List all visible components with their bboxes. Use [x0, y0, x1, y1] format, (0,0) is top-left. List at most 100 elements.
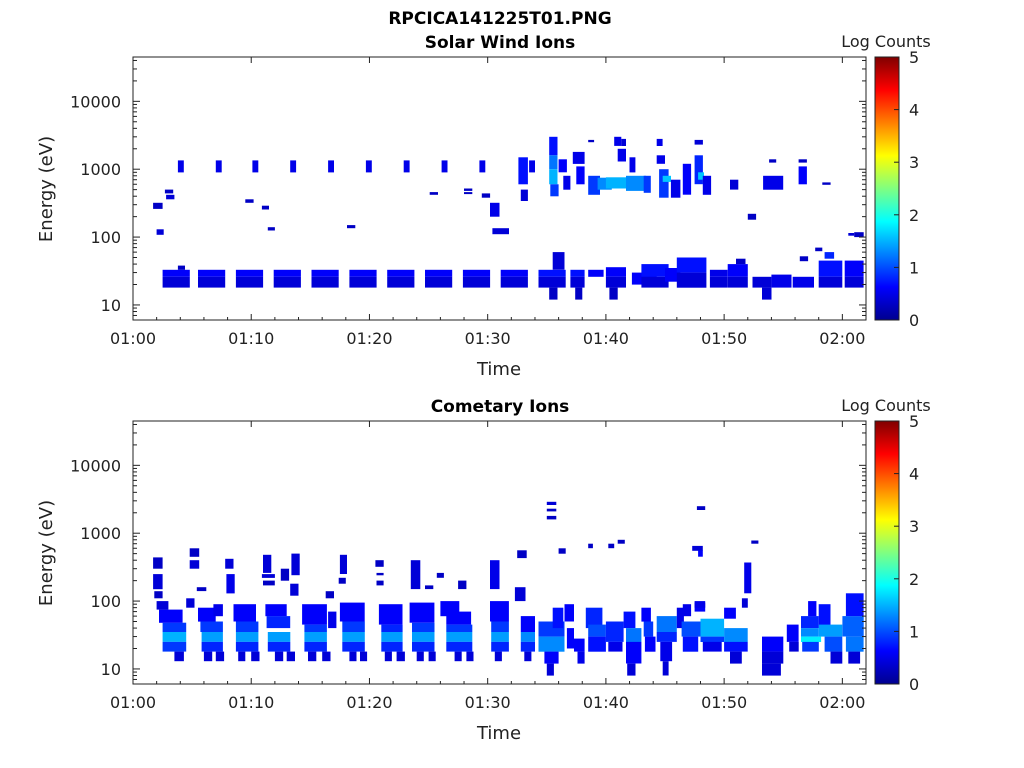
- heatmap-cell: [263, 554, 272, 573]
- heatmap-cell: [546, 515, 557, 520]
- colorbar-ticks: 0 1 2 3 4 5: [894, 412, 919, 694]
- heatmap-cell: [744, 562, 752, 594]
- heatmap-cell: [656, 632, 677, 642]
- heatmap-cell: [490, 202, 500, 217]
- heatmap-cell: [164, 189, 174, 194]
- heatmap-cell: [694, 601, 706, 608]
- heatmap-cell: [605, 621, 624, 642]
- heatmap-cell: [342, 621, 365, 632]
- x-tick-label: 01:00: [110, 693, 156, 712]
- heatmap-cell: [656, 155, 665, 164]
- heatmap-cell: [662, 175, 671, 182]
- heatmap-cell: [665, 268, 681, 282]
- heatmap-cell: [789, 641, 799, 652]
- heatmap-cell: [491, 621, 509, 632]
- heatmap-cell: [325, 591, 334, 599]
- heatmap-cell: [267, 227, 275, 231]
- heatmap-cell: [189, 560, 200, 569]
- heatmap-cell: [558, 159, 567, 173]
- heatmap-cell: [538, 636, 565, 652]
- y-tick-label: 10: [101, 660, 121, 679]
- heatmap-cell: [162, 269, 190, 277]
- heatmap-cell: [608, 543, 615, 549]
- plot-frame: [132, 420, 867, 685]
- heatmap-cell: [311, 269, 339, 277]
- heatmap-cell: [328, 160, 334, 173]
- heatmap-cell: [577, 651, 585, 664]
- x-ticks: 01:00 01:10 01:20 01:30 01:40 01:50 02:00: [110, 421, 867, 712]
- heatmap-cell: [741, 598, 748, 608]
- plot-frame: [132, 56, 867, 321]
- heatmap-cell: [286, 651, 295, 662]
- heatmap-cell: [702, 641, 722, 652]
- heatmap-cell: [274, 651, 284, 662]
- heatmap-cell: [786, 624, 799, 642]
- heatmap-cell: [166, 194, 175, 200]
- heatmap-cell: [261, 205, 269, 210]
- heatmap-cell: [682, 163, 692, 195]
- heatmap-cell: [266, 616, 291, 629]
- heatmap-cell: [824, 636, 843, 652]
- colorbar-ticks: 0 1 2 3 4 5: [894, 48, 919, 330]
- heatmap-cell: [162, 641, 187, 652]
- heatmap-cell: [676, 257, 707, 273]
- heatmap-cell: [464, 188, 473, 191]
- heatmap-cell: [798, 159, 807, 163]
- heatmap-cell: [304, 632, 327, 642]
- heatmap-cell: [621, 138, 626, 146]
- x-tick-label: 01:20: [346, 693, 392, 712]
- heatmap-cell: [558, 548, 566, 554]
- y-tick-label: 100: [90, 228, 121, 247]
- heatmap-cell: [162, 632, 187, 642]
- heatmap-cell: [177, 265, 185, 270]
- heatmap-cell: [196, 587, 207, 592]
- y-ticks: 10 100 1000 10000: [70, 59, 866, 321]
- heatmap-cell: [342, 641, 365, 652]
- heatmap-cells: [153, 501, 864, 676]
- heatmap-cell: [709, 269, 728, 277]
- colorbar: [874, 420, 900, 685]
- heatmap-cell: [403, 160, 410, 173]
- heatmap-cell: [409, 602, 435, 623]
- heatmap-cell: [425, 269, 453, 277]
- heatmap-cell: [570, 269, 585, 277]
- heatmap-cell: [347, 225, 356, 229]
- heatmap-cell: [491, 632, 509, 642]
- heatmap-cell: [700, 636, 725, 642]
- x-tick-label: 01:00: [110, 329, 156, 348]
- x-tick-label: 02:00: [819, 329, 865, 348]
- heatmap-cell: [727, 276, 748, 288]
- heatmap-cell: [198, 276, 226, 288]
- heatmap-cell: [518, 157, 528, 185]
- colorbar-tick-label: 2: [909, 206, 919, 225]
- heatmap-cell: [387, 269, 415, 277]
- colorbar-tick-label: 0: [909, 311, 919, 330]
- heatmap-cell: [235, 269, 264, 277]
- heatmap-cell: [676, 607, 684, 629]
- heatmap-cell: [844, 260, 864, 277]
- heatmap-cell: [412, 622, 435, 632]
- colorbar-tick-label: 4: [909, 101, 919, 120]
- heatmap-cell: [626, 628, 642, 642]
- heatmap-cell: [694, 139, 703, 145]
- heatmap-cell: [608, 641, 623, 652]
- heatmap-cell: [563, 175, 571, 190]
- heatmap-cell: [698, 172, 704, 180]
- heatmap-cell: [830, 651, 843, 664]
- heatmap-cell: [724, 628, 748, 642]
- heatmap-cell: [425, 585, 434, 590]
- heatmap-cell: [845, 636, 864, 652]
- heatmap-cell: [177, 160, 184, 173]
- heatmap-cell: [641, 264, 669, 277]
- heatmap-cell: [235, 276, 264, 288]
- y-ticks: 10 100 1000 10000: [70, 423, 866, 685]
- heatmap-cell: [641, 607, 651, 622]
- heatmap-cell: [514, 587, 526, 602]
- panel-title: Solar Wind Ions: [425, 33, 576, 53]
- heatmap-cell: [396, 651, 405, 662]
- heatmap-cell: [428, 651, 436, 662]
- heatmap-cell: [818, 276, 843, 288]
- x-tick-label: 01:40: [583, 329, 629, 348]
- heatmap-cell: [641, 276, 669, 288]
- heatmap-cell: [410, 560, 421, 590]
